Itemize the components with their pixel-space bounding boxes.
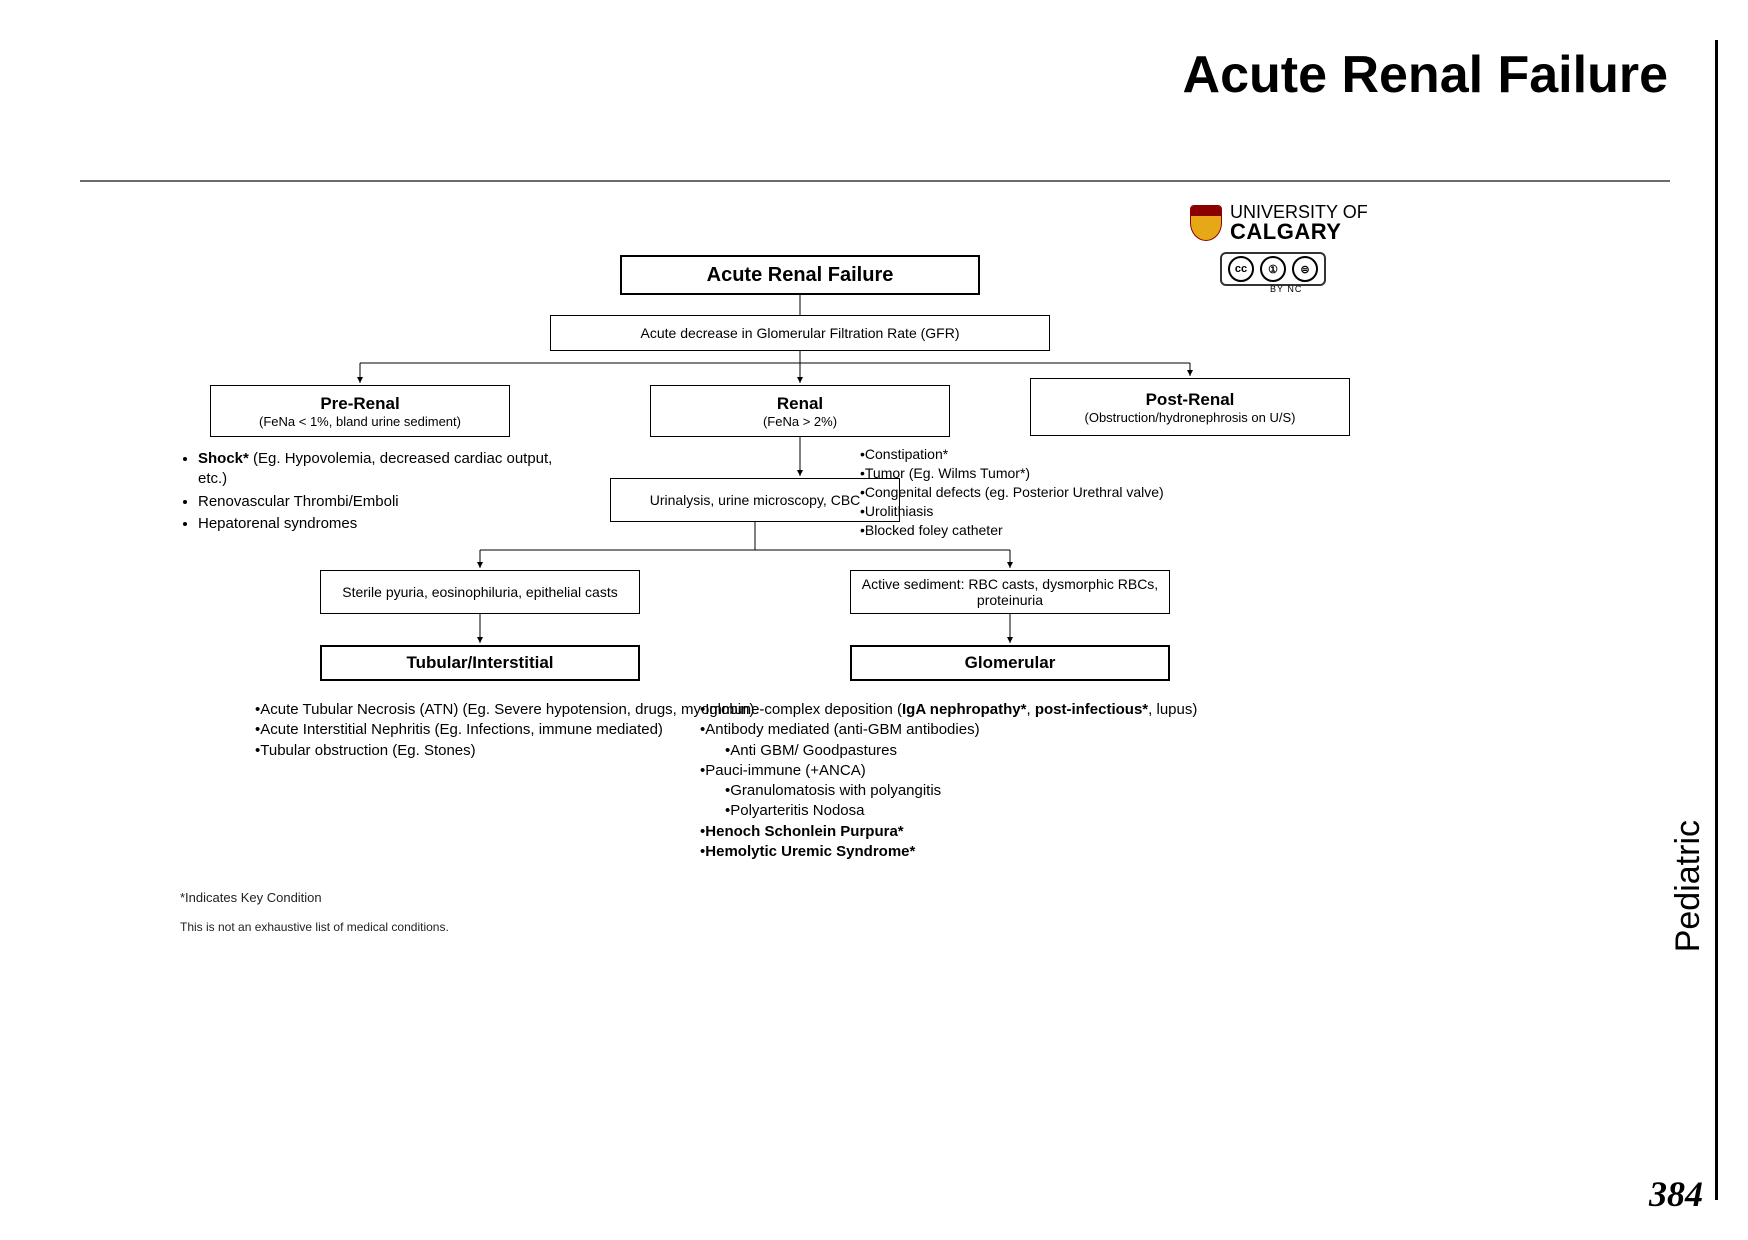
node-active-text: Active sediment: RBC casts, dysmorphic R… (859, 576, 1161, 608)
footnote-disclaimer: This is not an exhaustive list of medica… (180, 920, 449, 934)
node-gfr: Acute decrease in Glomerular Filtration … (550, 315, 1050, 351)
node-renal-title: Renal (777, 394, 823, 414)
node-sterile: Sterile pyuria, eosinophiluria, epitheli… (320, 570, 640, 614)
node-post-sub: (Obstruction/hydronephrosis on U/S) (1085, 410, 1296, 425)
list-item: Hepatorenal syndromes (198, 514, 555, 534)
node-sterile-text: Sterile pyuria, eosinophiluria, epitheli… (342, 584, 617, 600)
node-glomerular: Glomerular (850, 645, 1170, 681)
node-glom-title: Glomerular (965, 653, 1056, 673)
node-active: Active sediment: RBC casts, dysmorphic R… (850, 570, 1170, 614)
node-pre-title: Pre-Renal (320, 394, 399, 414)
footnote-key: *Indicates Key Condition (180, 890, 322, 905)
page-title: Acute Renal Failure (1183, 45, 1668, 105)
node-ua-text: Urinalysis, urine microscopy, CBC (650, 492, 861, 508)
list-item: Shock* (Eg. Hypovolemia, decreased cardi… (198, 449, 555, 490)
node-pre-renal: Pre-Renal (FeNa < 1%, bland urine sedime… (210, 385, 510, 437)
side-tab-label: Pediatric (1669, 820, 1708, 952)
glomerular-list: •Immune-complex deposition (IgA nephropa… (700, 700, 1220, 862)
node-root: Acute Renal Failure (620, 255, 980, 295)
side-tab-line (1715, 40, 1718, 1200)
pre-renal-list: Shock* (Eg. Hypovolemia, decreased cardi… (180, 447, 555, 536)
title-rule (80, 180, 1670, 182)
node-renal: Renal (FeNa > 2%) (650, 385, 950, 437)
node-pre-sub: (FeNa < 1%, bland urine sediment) (259, 414, 461, 429)
node-post-renal: Post-Renal (Obstruction/hydronephrosis o… (1030, 378, 1350, 436)
page-number: 384 (1649, 1173, 1703, 1215)
list-item: Renovascular Thrombi/Emboli (198, 492, 555, 512)
flowchart-canvas: UNIVERSITY OF CALGARY cc ① ⊜ BY NC (180, 200, 1560, 1070)
node-root-title: Acute Renal Failure (707, 264, 894, 287)
post-renal-list: •Constipation*•Tumor (Eg. Wilms Tumor*)•… (860, 445, 1350, 539)
node-tubular: Tubular/Interstitial (320, 645, 640, 681)
node-renal-sub: (FeNa > 2%) (763, 414, 837, 429)
node-gfr-text: Acute decrease in Glomerular Filtration … (641, 325, 960, 341)
node-tubular-title: Tubular/Interstitial (406, 653, 553, 673)
node-post-title: Post-Renal (1146, 390, 1235, 410)
page-root: Pediatric 384 Acute Renal Failure UNIVER… (0, 0, 1748, 1240)
node-urinalysis: Urinalysis, urine microscopy, CBC (610, 478, 900, 522)
tubular-list: •Acute Tubular Necrosis (ATN) (Eg. Sever… (255, 700, 775, 761)
